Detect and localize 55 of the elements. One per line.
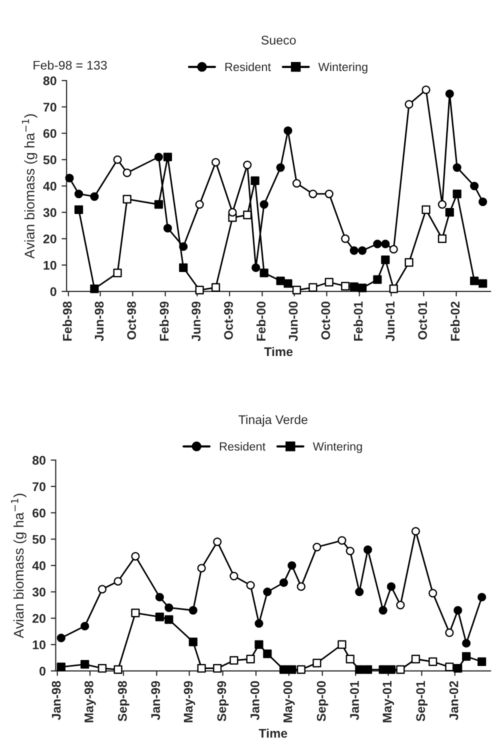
x-tick-label: Oct-99 — [224, 302, 233, 340]
x-tick-label: Feb-98 — [62, 302, 72, 341]
y-tick-label: 50 — [43, 155, 56, 164]
y-tick-label: 10 — [44, 260, 56, 270]
y-tick-label: 20 — [43, 234, 56, 244]
y-tick-label: 30 — [32, 588, 46, 597]
x-tick-label: May-98 — [84, 681, 96, 722]
x-tick-label: Jan-02 — [449, 681, 458, 720]
y-tick-label: 0 — [40, 666, 46, 676]
x-tick-label: Oct-01 — [418, 301, 427, 340]
x-tick-label: Jun-98 — [94, 302, 104, 342]
x-tick-label: Jun-01 — [386, 301, 395, 342]
x-tick-label: Jan-00 — [250, 681, 260, 720]
y-tick-label: 10 — [32, 640, 46, 650]
x-tick-label: Jan-98 — [52, 681, 61, 720]
y-axis-title: Avian biomass (g ha$^{−1}$) — [11, 494, 26, 638]
chart-title: Tinaja Verde — [238, 414, 308, 427]
y-tick-label: 50 — [32, 534, 46, 544]
x-tick-label: Feb-01 — [354, 301, 363, 341]
x-tick-label: Oct-98 — [127, 302, 136, 340]
legend-label: Resident — [220, 442, 266, 451]
legend-label: Resident — [225, 62, 271, 72]
legend-label: Wintering — [318, 62, 368, 74]
x-tick-label: Jan-99 — [151, 681, 160, 720]
x-tick-label: May-00 — [283, 681, 295, 722]
x-axis-title: Time — [258, 728, 288, 738]
x-tick-label: Sep-00 — [316, 681, 328, 722]
y-tick-label: 40 — [43, 182, 56, 191]
x-tick-label: Oct-00 — [321, 302, 330, 340]
legend-label: Wintering — [312, 442, 362, 453]
y-tick-label: 70 — [32, 482, 46, 492]
y-tick-label: 20 — [32, 614, 46, 623]
x-tick-label: Sep-98 — [118, 681, 130, 722]
y-tick-label: 80 — [32, 456, 46, 465]
x-tick-label: Jan-01 — [350, 680, 359, 720]
x-tick-label: Jun-00 — [288, 302, 298, 342]
y-tick-label: 0 — [50, 287, 56, 296]
y-tick-label: 60 — [43, 129, 56, 138]
x-tick-label: Feb-02 — [450, 302, 460, 341]
y-tick-label: 60 — [32, 508, 46, 518]
chart-title: Sueco — [261, 36, 296, 45]
x-tick-label: Jun-99 — [192, 302, 201, 342]
x-axis-title: Time — [264, 346, 293, 356]
y-tick-label: 30 — [43, 208, 56, 218]
x-tick-label: Feb-00 — [256, 302, 266, 341]
x-tick-label: Sep-99 — [217, 681, 229, 722]
x-tick-label: May-01 — [382, 680, 394, 722]
x-tick-label: Sep-01 — [416, 680, 428, 722]
y-axis-title: Avian biomass (g ha$^{−1}$) — [22, 114, 38, 259]
x-tick-label: May-99 — [184, 681, 196, 722]
text: Feb-98 = 133 — [34, 60, 107, 70]
y-tick-label: 70 — [43, 102, 56, 112]
x-tick-label: Feb-99 — [159, 302, 169, 341]
y-tick-label: 80 — [43, 76, 56, 86]
y-tick-label: 40 — [32, 561, 46, 570]
